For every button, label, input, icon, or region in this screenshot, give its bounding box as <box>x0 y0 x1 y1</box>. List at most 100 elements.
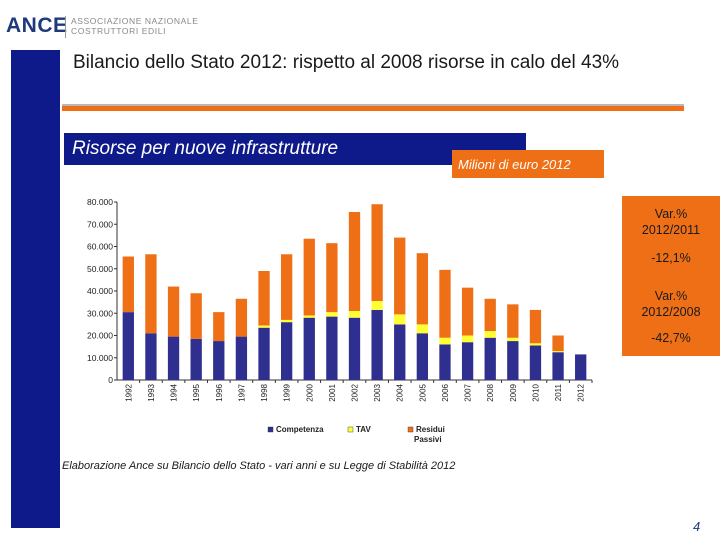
bar-segment <box>507 341 519 380</box>
bar-segment <box>394 237 406 315</box>
source-note: Elaborazione Ance su Bilancio dello Stat… <box>62 460 456 472</box>
page-number: 4 <box>693 519 701 534</box>
bar-segment <box>507 304 519 338</box>
unit-badge: Milioni di euro 2012 <box>452 150 604 178</box>
bar-segment <box>145 254 157 334</box>
bar-segment <box>461 335 474 343</box>
legend-label: Residui <box>416 425 445 434</box>
x-tick-label: 1998 <box>260 383 269 401</box>
bar-segment <box>371 301 383 310</box>
bar-segment <box>439 344 451 380</box>
x-tick-label: 1992 <box>124 383 133 401</box>
bar-segment <box>461 342 474 380</box>
x-tick-label: 2008 <box>486 383 495 401</box>
bar-segment <box>552 351 564 353</box>
bar-segment <box>529 309 542 344</box>
bar-segment <box>529 345 542 380</box>
subtitle-banner: Risorse per nuove infrastrutture <box>64 133 526 165</box>
bar-segment <box>280 322 293 380</box>
bar-segment <box>439 337 451 345</box>
x-tick-label: 2003 <box>373 383 382 401</box>
bar-segment <box>122 256 134 313</box>
y-tick-label: 20.000 <box>87 331 113 341</box>
bar-segment <box>552 335 564 352</box>
plot-area: 0 10.000 20.000 30.000 40.000 50.000 60.000 70.… <box>87 197 593 444</box>
unit-text: Milioni di euro 2012 <box>458 157 571 172</box>
x-tick-label: 2004 <box>396 383 405 401</box>
bar-segment <box>529 343 542 346</box>
bar-segment <box>575 354 587 380</box>
variation1-label: Var.% <box>654 207 688 221</box>
x-tick-label: 2011 <box>554 383 563 401</box>
variation2-value: -42,7% <box>651 331 691 345</box>
legend-swatch <box>347 426 354 433</box>
variation2-label: Var.% <box>654 289 688 303</box>
left-accent-bar <box>11 50 60 528</box>
title-rule-shadow <box>62 104 684 106</box>
x-tick-label: 2009 <box>509 383 518 401</box>
legend-label: Competenza <box>276 425 324 434</box>
bar-segment <box>348 311 361 318</box>
y-tick-label: 70.000 <box>87 219 113 229</box>
x-tick-label: 1999 <box>283 383 292 401</box>
title-rule <box>62 106 684 111</box>
x-tick-label: 2007 <box>464 383 473 401</box>
x-tick-label: 2005 <box>418 383 427 401</box>
bar-segment <box>326 243 338 313</box>
y-tick-label: 30.000 <box>87 308 113 318</box>
variation1-value: -12,1% <box>651 251 691 265</box>
bar-segment <box>484 337 496 380</box>
bar-segment <box>439 269 451 338</box>
bar-segment <box>371 204 383 302</box>
bar-segment <box>348 317 361 380</box>
bar-segment <box>394 324 406 380</box>
bar-segment <box>552 352 564 380</box>
y-tick-label: 60.000 <box>87 242 113 252</box>
bar-segment <box>371 309 383 380</box>
bar-segment <box>258 325 270 328</box>
x-tick-label: 1996 <box>215 383 224 401</box>
legend-swatch <box>407 426 414 433</box>
x-tick-label: 1997 <box>237 383 246 401</box>
stacked-bar-chart: 0 10.000 20.000 30.000 40.000 50.000 60.000 70.… <box>87 197 593 444</box>
bar-segment <box>122 312 134 380</box>
bar-segment <box>303 238 315 316</box>
y-tick-label: 80.000 <box>87 197 113 207</box>
x-tick-label: 2000 <box>305 383 314 401</box>
x-tick-label: 2002 <box>351 383 360 401</box>
x-tick-label: 2001 <box>328 383 337 401</box>
bar-segment <box>326 312 338 317</box>
slide-title: Bilancio dello Stato 2012: rispetto al 2… <box>73 52 620 73</box>
bar-segment <box>167 286 180 337</box>
bar-segment <box>213 341 225 380</box>
bar-segment <box>235 298 248 337</box>
bar-segment <box>303 317 315 380</box>
variation2-period: 2012/2008 <box>641 305 701 319</box>
bar-segment <box>326 316 338 380</box>
bar-segment <box>190 293 202 339</box>
legend-label: TAV <box>356 425 371 434</box>
subtitle-text: Risorse per nuove infrastrutture <box>72 138 339 159</box>
logo-wordmark: ANCE <box>6 14 68 37</box>
bar-segment <box>190 338 202 380</box>
bar-segment <box>461 287 474 336</box>
bar-segment <box>235 336 248 380</box>
y-tick-label: 0 <box>108 375 113 385</box>
x-tick-label: 2006 <box>441 383 450 401</box>
y-tick-label: 10.000 <box>87 353 113 363</box>
bar-segment <box>167 336 180 380</box>
bar-segment <box>507 337 519 342</box>
logo-subtitle-line2: COSTRUTTORI EDILI <box>71 26 167 36</box>
y-tick-label: 50.000 <box>87 264 113 274</box>
x-tick-label: 2010 <box>531 383 540 401</box>
bar-segment <box>213 312 225 342</box>
bar-segment <box>145 333 157 380</box>
logo-subtitle-line1: ASSOCIAZIONE NAZIONALE <box>71 16 199 26</box>
x-tick-label: 1995 <box>192 383 201 401</box>
variation1-period: 2012/2011 <box>641 223 701 237</box>
logo-divider <box>65 16 66 38</box>
bar-segment <box>280 319 293 323</box>
x-tick-label: 1994 <box>170 383 179 401</box>
bar-segment <box>484 298 496 332</box>
bar-segment <box>484 331 496 338</box>
